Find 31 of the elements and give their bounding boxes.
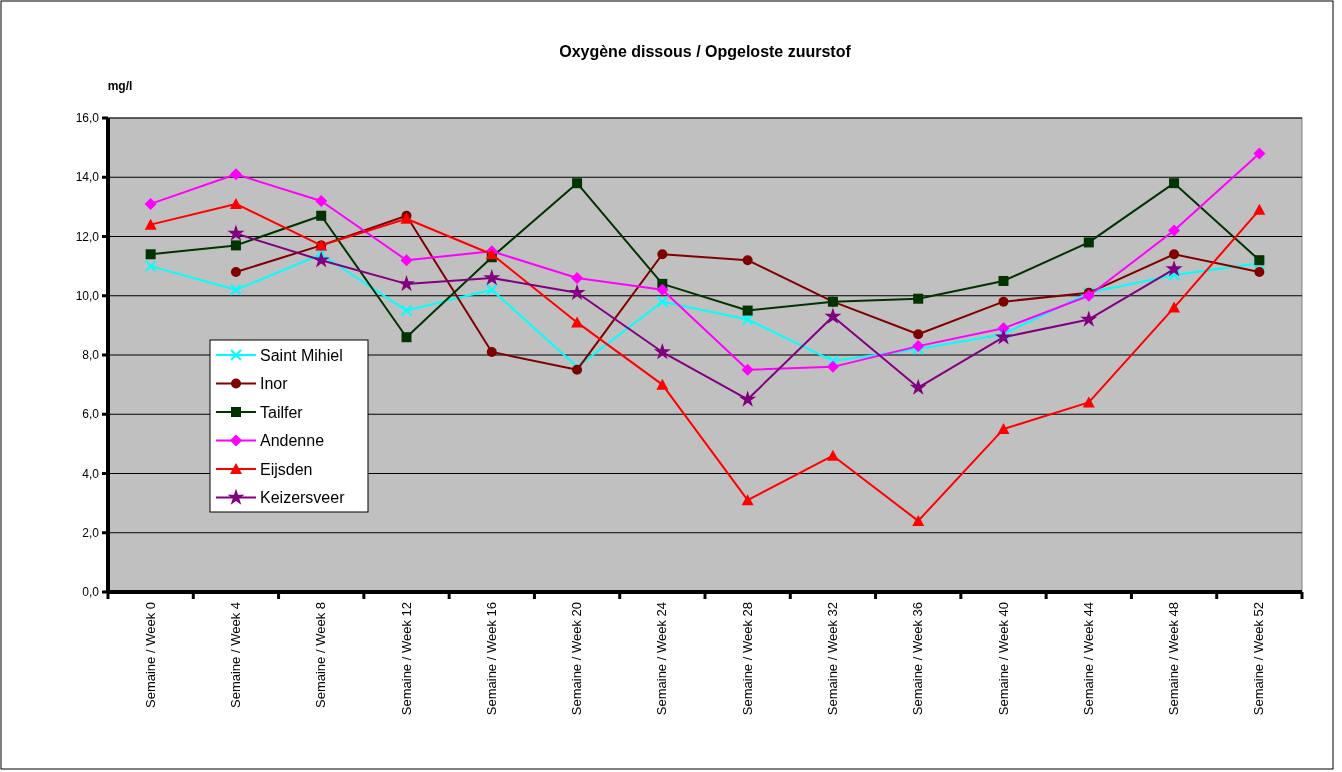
x-tick-label: Semaine / Week 0 xyxy=(142,602,158,708)
legend-label: Keizersveer xyxy=(260,489,346,507)
y-tick-label: 10,0 xyxy=(75,288,100,303)
legend-label: Saint Mihiel xyxy=(260,346,343,364)
y-tick-label: 6,0 xyxy=(82,407,100,422)
legend-label: Eijsden xyxy=(260,460,313,478)
x-tick-label: Semaine / Week 12 xyxy=(398,602,414,716)
x-tick-label: Semaine / Week 36 xyxy=(910,602,926,716)
y-tick-label: 0,0 xyxy=(82,585,100,600)
x-tick-label: Semaine / Week 24 xyxy=(654,602,670,716)
x-tick-label: Semaine / Week 32 xyxy=(824,602,840,716)
x-tick-label: Semaine / Week 52 xyxy=(1251,602,1267,716)
y-tick-label: 4,0 xyxy=(82,466,100,481)
x-tick-label: Semaine / Week 20 xyxy=(569,602,585,716)
x-tick-label: Semaine / Week 16 xyxy=(483,602,499,716)
y-tick-label: 12,0 xyxy=(75,229,100,244)
legend-label: Tailfer xyxy=(260,403,304,421)
y-tick-label: 8,0 xyxy=(82,348,100,363)
x-tick-label: Semaine / Week 48 xyxy=(1166,602,1182,716)
chart-title: Oxygène dissous / Opgeloste zuurstof xyxy=(559,43,852,60)
y-tick-label: 16,0 xyxy=(75,111,100,126)
x-tick-label: Semaine / Week 8 xyxy=(313,602,329,708)
legend-label: Inor xyxy=(260,375,289,393)
x-tick-label: Semaine / Week 28 xyxy=(739,602,755,716)
x-tick-label: Semaine / Week 40 xyxy=(995,602,1011,716)
x-tick-label: Semaine / Week 4 xyxy=(227,602,243,708)
y-tick-label: 2,0 xyxy=(82,525,100,540)
legend-label: Andenne xyxy=(260,432,325,450)
y-tick-label: 14,0 xyxy=(75,170,100,185)
y-axis-title: mg/l xyxy=(107,79,133,93)
x-tick-label: Semaine / Week 44 xyxy=(1080,602,1096,716)
